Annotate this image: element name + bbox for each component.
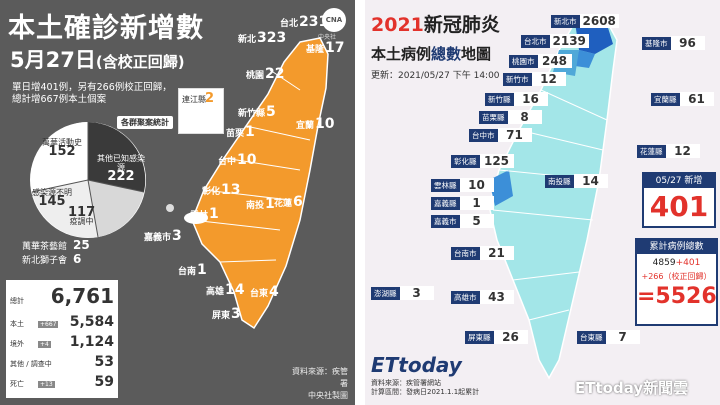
cluster-title: 各群聚案統計 — [117, 116, 173, 129]
page-title: 本土確診新增數 — [8, 13, 204, 44]
county-label: 台北市 2139 — [521, 34, 589, 48]
summary-note: 單日增401例，另有266例校正回歸， 總計增667例本土個案 — [12, 82, 172, 106]
total-cases-header: 累計病例總數 — [637, 240, 716, 254]
date-heading: 5月27日(含校正回歸) — [10, 44, 185, 74]
map-label: 台中10 — [218, 152, 257, 168]
map-label: 新北323 — [238, 30, 287, 46]
county-label: 宜蘭縣 61 — [651, 92, 714, 106]
total-formula: 4859+401 — [652, 258, 701, 268]
pie-label: 感染源不明 145 — [32, 188, 72, 209]
taiwan-map-cases-new — [166, 37, 329, 330]
inset-label: 連江縣 — [182, 95, 206, 104]
total-formula-correction: +266（校正回歸） — [641, 272, 712, 281]
watermark: ETtoday新聞雲 — [575, 379, 689, 397]
page-title: 2021新冠肺炎 — [371, 14, 500, 36]
county-label: 台南市 21 — [451, 246, 514, 260]
map-label: 花蓮6 — [274, 194, 303, 210]
county-label: 苗栗縣 8 — [479, 110, 542, 124]
map-label: 基隆17 — [306, 40, 345, 56]
ettoday-infographic: 2021新冠肺炎 本土病例總數地圖 更新：2021/05/27 下午 14:00… — [365, 0, 720, 405]
map-label: 宜蘭10 — [296, 116, 335, 132]
summary-line: 單日增401例，另有266例校正回歸， — [12, 82, 172, 93]
county-label: 南投縣 14 — [545, 174, 608, 188]
pie-label: 萬華活動史 152 — [42, 138, 82, 159]
county-label: 桃園市 248 — [509, 54, 572, 68]
county-label: 新竹縣 16 — [485, 92, 548, 106]
updated-time: 更新：2021/05/27 下午 14:00 — [371, 71, 500, 81]
pie-label: 其他已知感染源 222 — [97, 154, 145, 184]
totals-table: 總計 6,761 本土 +667 5,584 境外 +4 1,124 其他 / 調查中 5… — [6, 280, 118, 398]
map-label: 台南1 — [178, 262, 207, 278]
lienchiang-inset: 連江縣 2 — [178, 88, 224, 134]
new-cases-box: 05/27 新增 401 — [642, 172, 716, 228]
map-label: 高雄14 — [206, 282, 245, 298]
table-row: 其他 / 調查中 53 — [10, 354, 114, 370]
source-note: 資料來源：疾管署 中央社製圖 — [292, 367, 348, 400]
map-label: 嘉義市3 — [144, 228, 182, 244]
extra-cluster: 萬華茶藝館 25 — [22, 238, 90, 252]
total-cases-box: 累計病例總數 4859+401 +266（校正回歸） =5526 — [635, 238, 718, 326]
county-label: 彰化縣 125 — [451, 154, 514, 168]
table-row: 境外 +4 1,124 — [10, 334, 114, 350]
map-label: 彰化13 — [202, 182, 241, 198]
pie-label: 117 疫調中 — [68, 205, 96, 226]
ettoday-logo: ETtoday — [371, 353, 462, 377]
date-text: 5月27日 — [10, 48, 96, 72]
total-sum: =5526 — [637, 284, 717, 309]
county-label: 台東縣 7 — [577, 330, 640, 344]
map-label: 台北231 — [280, 14, 329, 30]
county-label: 雲林縣 10 — [431, 178, 494, 192]
map-label: 雲林1 — [190, 206, 219, 222]
county-label: 台中市 71 — [469, 128, 532, 142]
map-label: 屏東3 — [212, 306, 241, 322]
new-cases-header: 05/27 新增 — [644, 174, 714, 188]
map-label: 新竹縣5 — [238, 104, 276, 120]
total-row: 總計 6,761 — [10, 284, 114, 308]
county-label: 嘉義縣 1 — [431, 196, 494, 210]
map-label: 南投1 — [246, 196, 275, 212]
cna-logo: CNA — [322, 8, 346, 32]
extra-cluster: 新北獅子會 6 — [22, 252, 82, 266]
inset-value: 2 — [205, 91, 215, 106]
county-label: 澎湖縣 3 — [371, 286, 434, 300]
date-subtext: (含校正回歸) — [95, 53, 185, 71]
summary-line: 總計增667例本土個案 — [12, 94, 107, 105]
page-subtitle: 本土病例總數地圖 — [371, 45, 492, 63]
map-label: 台東4 — [250, 284, 279, 300]
cluster-pie: 萬華活動史 152 其他已知感染源 222 感染源不明 145 117 疫調中 — [28, 120, 148, 240]
county-label: 嘉義市 5 — [431, 214, 494, 228]
table-row: 死亡 +13 59 — [10, 374, 114, 390]
county-label: 新北市 2608 — [551, 14, 619, 28]
county-label: 花蓮縣 12 — [637, 144, 700, 158]
table-row: 本土 +667 5,584 — [10, 314, 114, 330]
county-label: 基隆市 96 — [642, 36, 705, 50]
county-label: 高雄市 43 — [451, 290, 514, 304]
panel-divider — [355, 0, 365, 405]
new-cases-value: 401 — [649, 190, 709, 223]
county-label: 屏東縣 26 — [465, 330, 528, 344]
cna-logo-caption: 中央社 — [318, 34, 337, 41]
cna-infographic: 本土確診新增數 5月27日(含校正回歸) CNA 中央社 單日增401例，另有2… — [0, 0, 355, 405]
county-label: 新竹市 12 — [503, 72, 566, 86]
map-label: 桃園22 — [246, 66, 285, 82]
map-label: 苗栗1 — [226, 124, 255, 140]
source-note: 資料來源：疾管署網站 計算區間：發病日2021.1.1起累計 — [371, 379, 480, 396]
